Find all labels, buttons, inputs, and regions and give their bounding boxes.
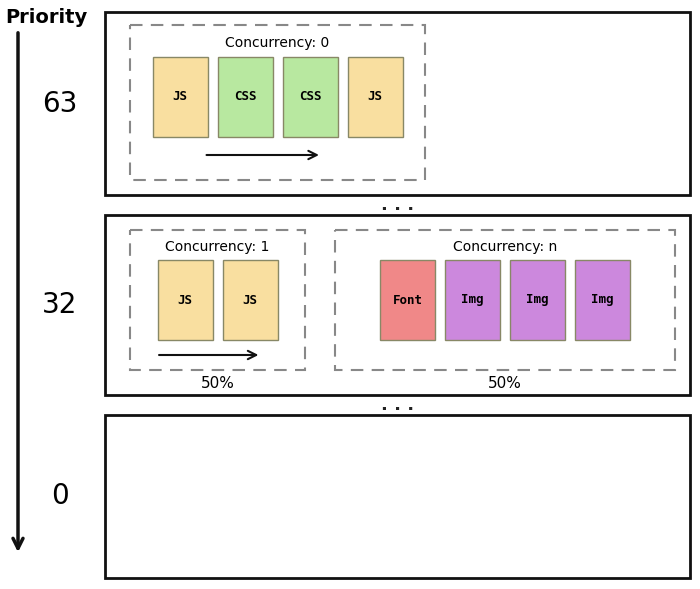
FancyBboxPatch shape xyxy=(510,260,565,340)
Text: CSS: CSS xyxy=(299,91,321,104)
Text: Font: Font xyxy=(393,293,423,306)
Text: Img: Img xyxy=(461,293,484,306)
Text: Concurrency: n: Concurrency: n xyxy=(453,240,557,254)
FancyBboxPatch shape xyxy=(153,57,207,137)
Text: 50%: 50% xyxy=(201,376,234,391)
Bar xyxy=(130,25,425,180)
Text: JS: JS xyxy=(172,91,188,104)
Text: CSS: CSS xyxy=(234,91,256,104)
FancyBboxPatch shape xyxy=(223,260,277,340)
Text: JS: JS xyxy=(242,293,258,306)
Text: . . .: . . . xyxy=(381,396,414,414)
Text: JS: JS xyxy=(368,91,382,104)
FancyBboxPatch shape xyxy=(347,57,402,137)
Bar xyxy=(335,230,675,370)
FancyBboxPatch shape xyxy=(218,57,272,137)
Bar xyxy=(105,12,690,195)
Text: Priority: Priority xyxy=(5,8,88,27)
FancyBboxPatch shape xyxy=(283,57,337,137)
Text: Concurrency: 0: Concurrency: 0 xyxy=(225,36,330,50)
Text: 0: 0 xyxy=(51,482,69,511)
Text: JS: JS xyxy=(178,293,193,306)
Bar xyxy=(130,230,305,370)
Text: 63: 63 xyxy=(42,90,78,117)
Bar xyxy=(105,415,690,578)
Text: . . .: . . . xyxy=(381,196,414,214)
Text: 32: 32 xyxy=(42,291,78,319)
FancyBboxPatch shape xyxy=(445,260,500,340)
Bar xyxy=(105,215,690,395)
FancyBboxPatch shape xyxy=(158,260,213,340)
FancyBboxPatch shape xyxy=(575,260,630,340)
Text: Concurrency: 1: Concurrency: 1 xyxy=(165,240,270,254)
Text: Img: Img xyxy=(592,293,614,306)
Text: Img: Img xyxy=(526,293,549,306)
Text: 50%: 50% xyxy=(488,376,522,391)
FancyBboxPatch shape xyxy=(380,260,435,340)
